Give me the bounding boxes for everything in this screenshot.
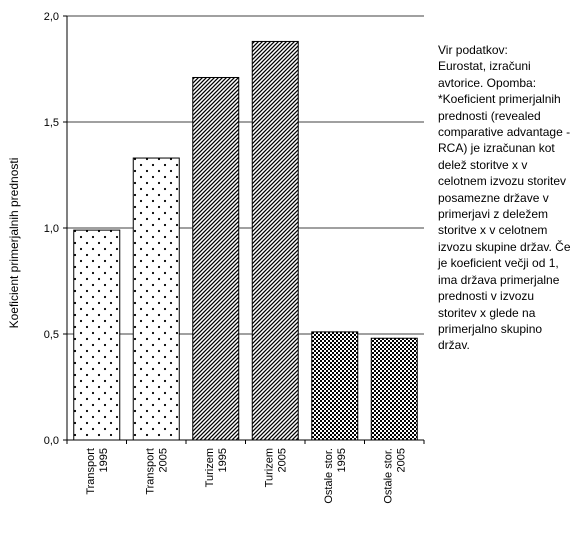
axes	[63, 15, 425, 444]
x-tick-label-line: Turizem	[263, 448, 275, 487]
y-tick-label: 1,0	[44, 223, 59, 235]
x-tick-label-line: 1995	[336, 448, 348, 472]
y-axis-label: Koeficient primerjalnih prednosti	[7, 158, 21, 329]
bars	[73, 40, 418, 441]
x-tick-label: Ostale stor. 2005	[382, 448, 407, 504]
x-tick-label-line: 1995	[217, 448, 229, 472]
bar-ostale-stor-2005	[370, 337, 418, 441]
x-tick-label-line: 2005	[395, 448, 407, 472]
bar-transport-1995	[73, 229, 121, 441]
x-tick-labels: Transport 1995 Transport 2005 Turizem 1995 Tur…	[85, 448, 408, 504]
bar-turizem-2005	[251, 40, 299, 441]
y-tick-label: 2,0	[44, 11, 59, 23]
x-tick-label-line: Ostale stor.	[382, 448, 394, 504]
x-tick-label: Transport 2005	[144, 448, 169, 495]
y-tick-label: 0,0	[44, 435, 59, 447]
x-tick-label: Turizem 1995	[204, 448, 229, 487]
x-tick-label: Ostale stor. 1995	[323, 448, 348, 504]
x-tick-label-line: Turizem	[204, 448, 216, 487]
x-tick-label-line: Transport	[144, 448, 156, 495]
x-tick-label: Transport 1995	[85, 448, 110, 495]
bar-ostale-stor-1995	[311, 331, 359, 441]
y-tick-labels: 0,0 0,5 1,0 1,5 2,0	[44, 11, 59, 447]
x-tick-label-line: 2005	[276, 448, 288, 472]
source-note: Vir podatkov: Eurostat, izračuni avtoric…	[438, 43, 571, 353]
y-tick-label: 0,5	[44, 329, 59, 341]
bar-chart: 0,00,51,01,52,0 Transport 1995 Transport 20…	[7, 11, 425, 504]
bar-turizem-1995	[192, 76, 240, 441]
x-tick-label-line: 1995	[98, 448, 110, 472]
gridlines	[67, 15, 424, 335]
x-tick-label-line: 2005	[157, 448, 169, 472]
bar-transport-2005	[132, 157, 180, 441]
x-tick-label: Turizem 2005	[263, 448, 288, 487]
x-tick-label-line: Ostale stor.	[323, 448, 335, 504]
x-tick-label-line: Transport	[85, 448, 97, 495]
y-tick-label: 1,5	[44, 117, 59, 129]
